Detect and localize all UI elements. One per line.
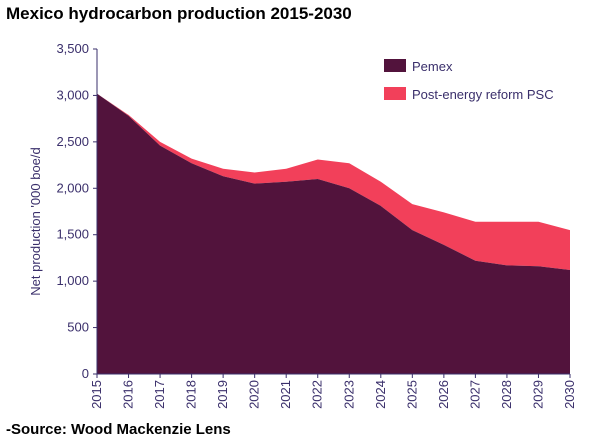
x-tick-label: 2026 (436, 380, 451, 409)
x-tick-label: 2017 (152, 380, 167, 409)
x-tick-label: 2024 (373, 380, 388, 409)
x-tick-label: 2022 (310, 380, 325, 409)
series-area-post-energy-reform-psc (97, 93, 570, 270)
x-tick-label: 2023 (341, 380, 356, 409)
series-area-pemex (97, 93, 570, 375)
legend-swatch-post-energy-reform-psc (384, 87, 406, 100)
y-tick-label: 3,500 (56, 41, 89, 56)
x-tick-label: 2027 (467, 380, 482, 409)
x-tick-label: 2025 (404, 380, 419, 409)
y-tick-label: 0 (82, 366, 89, 381)
source-note: -Source: Wood Mackenzie Lens (6, 421, 231, 438)
y-tick-label: 3,000 (56, 87, 89, 102)
y-tick-label: 2,500 (56, 134, 89, 149)
x-tick-label: 2018 (184, 380, 199, 409)
x-tick-label: 2019 (215, 380, 230, 409)
y-tick-label: 1,000 (56, 273, 89, 288)
x-tick-label: 2020 (247, 380, 262, 409)
x-tick-label: 2015 (89, 380, 104, 409)
x-tick-label: 2021 (278, 380, 293, 409)
y-tick-label: 2,000 (56, 180, 89, 195)
x-tick-label: 2028 (499, 380, 514, 409)
y-tick-label: 500 (67, 320, 89, 335)
legend-swatch-pemex (384, 59, 406, 72)
chart-title: Mexico hydrocarbon production 2015-2030 (6, 4, 352, 23)
legend-label-post-energy-reform-psc: Post-energy reform PSC (412, 87, 554, 102)
x-tick-label: 2029 (530, 380, 545, 409)
y-axis-label: Net production '000 boe/d (28, 147, 43, 295)
legend-label-pemex: Pemex (412, 59, 453, 74)
x-tick-label: 2030 (562, 380, 577, 409)
y-tick-label: 1,500 (56, 227, 89, 242)
x-tick-label: 2016 (121, 380, 136, 409)
